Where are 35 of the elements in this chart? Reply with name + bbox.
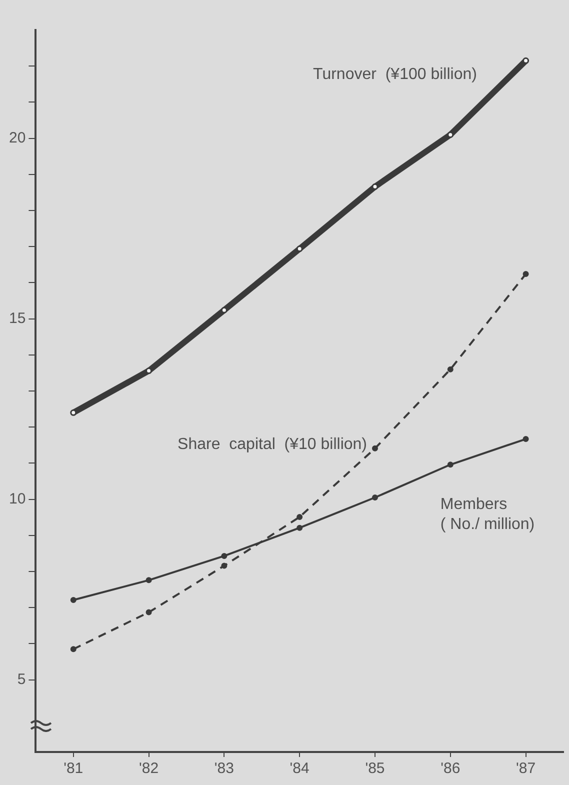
point (221, 562, 228, 569)
y-tick-label: 10 (8, 490, 26, 508)
x-tick-label: '81 (64, 760, 84, 778)
y-tick-label: 15 (8, 310, 26, 327)
x-tick-label: '85 (365, 760, 385, 778)
point (70, 409, 77, 416)
point (372, 183, 378, 190)
x-tick-label: '82 (139, 760, 159, 778)
point (70, 597, 76, 604)
point (372, 445, 378, 452)
point (447, 131, 454, 138)
point (70, 646, 76, 652)
x-tick-label: '83 (214, 760, 234, 778)
series-label: Share capital (¥10 billion) (178, 436, 367, 453)
x-tick-label: '87 (516, 760, 536, 778)
point (447, 462, 454, 468)
point (296, 514, 303, 520)
y-tick-label: 5 (17, 670, 26, 688)
point (447, 366, 454, 372)
point (146, 609, 152, 616)
point (220, 306, 228, 314)
point (372, 494, 378, 500)
x-tick-label: '84 (290, 760, 310, 778)
series-label: Members ( No./ million) (440, 496, 535, 534)
point (522, 436, 529, 442)
y-tick-label: 20 (8, 129, 26, 146)
x-tick-label: '86 (440, 760, 460, 778)
point (296, 524, 303, 531)
series-label: Turnover (¥100 billion) (313, 66, 477, 84)
point (146, 577, 152, 584)
point (221, 552, 228, 559)
point (146, 368, 152, 374)
point (522, 271, 529, 278)
point (296, 246, 303, 252)
point (522, 57, 530, 64)
